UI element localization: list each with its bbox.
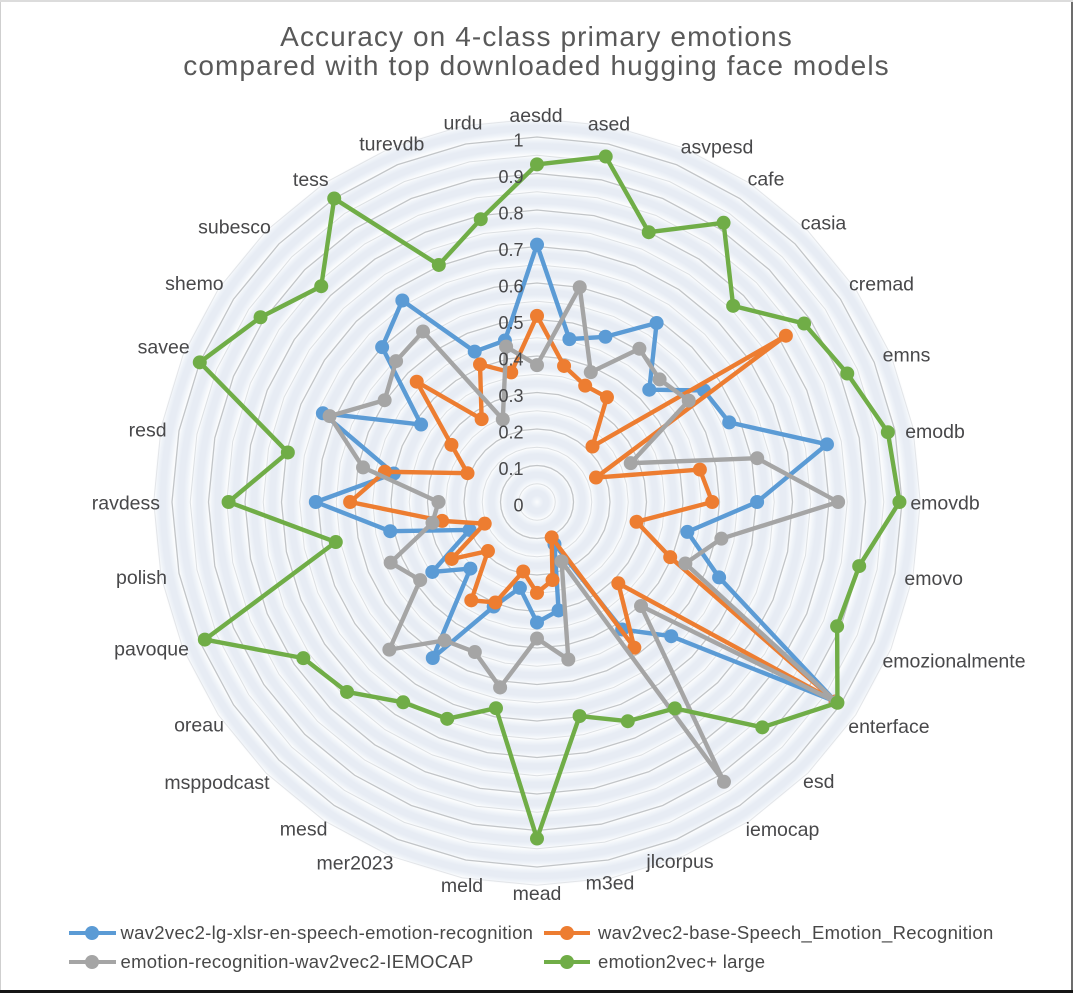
svg-text:iemocap: iemocap: [746, 819, 820, 841]
svg-text:emodb: emodb: [905, 421, 965, 443]
svg-text:jlcorpus: jlcorpus: [645, 851, 713, 873]
svg-text:emns: emns: [883, 345, 931, 367]
svg-text:subesco: subesco: [198, 217, 271, 239]
svg-text:oreau: oreau: [174, 715, 224, 737]
svg-text:0.2: 0.2: [498, 423, 523, 443]
svg-text:asvpesd: asvpesd: [681, 137, 754, 159]
svg-text:emovdb: emovdb: [910, 493, 980, 515]
svg-text:mead: mead: [513, 883, 562, 905]
svg-text:emovo: emovo: [904, 568, 963, 590]
svg-text:1: 1: [513, 131, 523, 151]
svg-text:aesdd: aesdd: [509, 105, 562, 127]
svg-text:0.3: 0.3: [498, 386, 523, 406]
svg-text:esd: esd: [803, 771, 834, 793]
svg-text:mer2023: mer2023: [317, 853, 394, 875]
svg-text:m3ed: m3ed: [586, 873, 635, 895]
svg-text:meld: meld: [441, 875, 483, 897]
svg-text:savee: savee: [138, 337, 190, 359]
svg-text:msppodcast: msppodcast: [164, 772, 270, 794]
svg-text:ravdess: ravdess: [92, 493, 161, 515]
svg-text:ased: ased: [588, 114, 630, 136]
svg-text:shemo: shemo: [165, 273, 224, 295]
svg-text:mesd: mesd: [280, 819, 328, 841]
svg-text:polish: polish: [116, 567, 167, 589]
svg-text:pavoque: pavoque: [114, 639, 189, 661]
svg-text:emozionalmente: emozionalmente: [882, 651, 1025, 673]
svg-text:cafe: cafe: [748, 169, 785, 191]
svg-text:0.6: 0.6: [498, 277, 523, 297]
svg-text:0.7: 0.7: [498, 240, 523, 260]
svg-text:resd: resd: [129, 419, 167, 441]
svg-text:urdu: urdu: [443, 112, 482, 134]
svg-text:0: 0: [513, 496, 523, 516]
svg-text:casia: casia: [801, 213, 847, 235]
svg-text:tess: tess: [293, 169, 329, 191]
svg-text:enterface: enterface: [848, 716, 929, 738]
svg-text:cremad: cremad: [849, 274, 914, 296]
svg-text:0.9: 0.9: [498, 167, 523, 187]
svg-text:turevdb: turevdb: [359, 134, 424, 156]
svg-text:0.8: 0.8: [498, 204, 523, 224]
svg-text:0.4: 0.4: [498, 350, 523, 370]
svg-text:0.1: 0.1: [498, 459, 523, 479]
svg-text:0.5: 0.5: [498, 313, 523, 333]
